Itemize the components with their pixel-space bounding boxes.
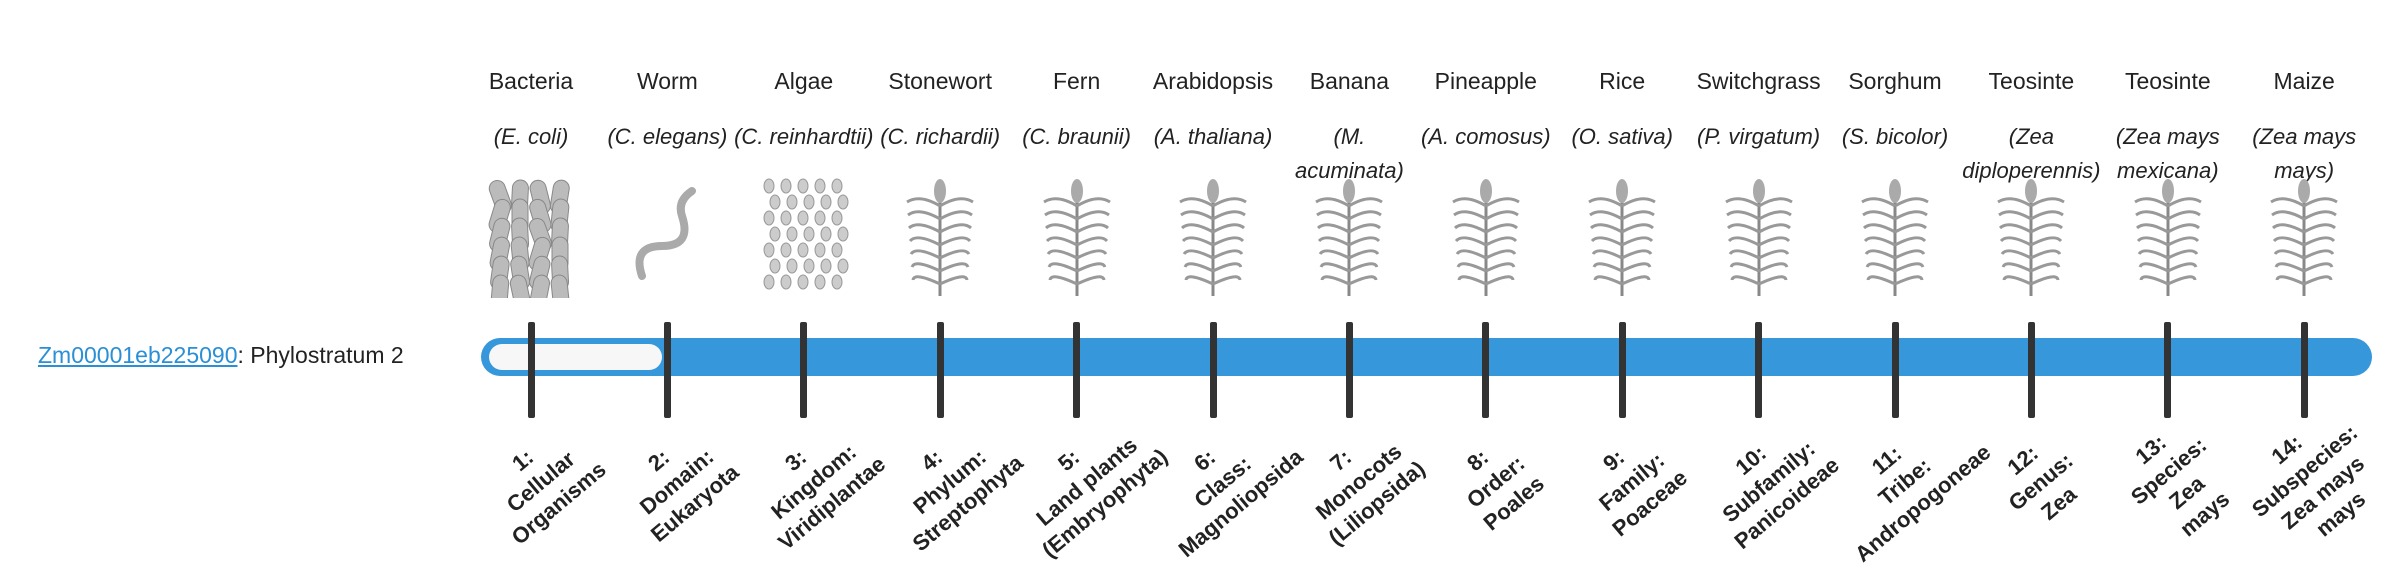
organism-illustration — [488, 179, 570, 298]
organism-species: (M. acuminata) — [1294, 124, 1404, 183]
organism-illustration — [2134, 179, 2202, 296]
organism-species: (O. sativa) — [1571, 124, 1673, 149]
stratum-label: 12: Genus: Zea — [1985, 425, 2097, 538]
organism-name: Stonewort — [888, 68, 992, 94]
organism-species: (A. thaliana) — [1153, 124, 1273, 149]
organism-illustration — [763, 178, 849, 290]
organism-illustration — [1588, 179, 1656, 296]
stratum-tick — [800, 322, 808, 418]
stratum-tick — [1891, 322, 1899, 418]
stratum-label: 5: Land plants (Embryophyta) — [1000, 400, 1173, 564]
stratum-tick — [2300, 322, 2308, 418]
organism-species: (C. elegans) — [607, 124, 728, 149]
organism-name: Bacteria — [488, 68, 574, 94]
stratum-tick — [936, 322, 944, 418]
phylostratum-text: : Phylostratum 2 — [237, 342, 404, 368]
stratum-tick — [1073, 322, 1081, 418]
stratum-label: 7: Monocots (Liliopsida) — [1287, 412, 1431, 552]
stratum-tick — [1618, 322, 1626, 418]
organism-name: Teosinte — [2124, 68, 2211, 94]
gene-label: Zm00001eb225090: Phylostratum 2 — [38, 342, 404, 369]
organism-name: Switchgrass — [1696, 68, 1821, 94]
organism-name: Fern — [1052, 68, 1101, 94]
organism-name: Pineapple — [1434, 68, 1537, 94]
organism-species: (E. coli) — [493, 124, 569, 149]
organism-illustration — [906, 179, 974, 296]
stratum-label: 8: Order: Poales — [1442, 427, 1550, 537]
organism-name: Rice — [1599, 68, 1646, 94]
stratum-tick — [1482, 322, 1490, 418]
organism-illustration — [635, 187, 697, 280]
stratum-label: 1: Cellular Organisms — [470, 413, 612, 551]
organism-name: Algae — [774, 68, 834, 94]
stratum-tick — [1209, 322, 1217, 418]
organism-species: (C. braunii) — [1022, 124, 1131, 149]
organism-name: Banana — [1309, 68, 1390, 94]
stratum-label: 11: Tribe: Andropogoneae — [1813, 396, 1996, 569]
stratum-label: 13: Species: Zea mays — [2107, 410, 2248, 554]
organism-illustration — [1724, 179, 1793, 296]
organism-illustration — [1042, 179, 1111, 296]
stratum-tick — [2164, 322, 2172, 418]
bar-empty-segment — [489, 344, 662, 370]
stratum-label: 2: Domain: Eukaryota — [610, 416, 745, 549]
organism-species: (Zea mays mays) — [2252, 124, 2357, 183]
organism-species: (A. comosus) — [1421, 124, 1551, 149]
stratum-label: 9: Family: Poaceae — [1571, 421, 1693, 543]
organism-species: (C. richardii) — [880, 124, 1001, 149]
organism-name: Teosinte — [1988, 68, 2075, 94]
stratum-tick — [1755, 322, 1763, 418]
stratum-label: 10: Subfamily: Panicoideae — [1692, 409, 1844, 556]
stratum-tick — [1345, 322, 1353, 418]
stratum-tick — [663, 322, 671, 418]
organism-illustration — [1452, 179, 1520, 296]
organism-species: (P. virgatum) — [1697, 124, 1821, 149]
organism-illustration — [1179, 179, 1247, 296]
organism-name: Maize — [2273, 68, 2335, 94]
organism-species: (C. reinhardtii) — [734, 124, 874, 149]
stratum-label: 6: Class: Magnoliopsida — [1137, 400, 1309, 563]
organism-name: Worm — [636, 68, 698, 94]
organism-illustration — [1997, 179, 2066, 296]
organism-species: (S. bicolor) — [1841, 124, 1949, 149]
stratum-label: 14: Subspecies: Zea mays mays — [2229, 397, 2400, 566]
gene-link[interactable]: Zm00001eb225090 — [38, 342, 238, 368]
strata-bar — [481, 338, 2372, 376]
organism-name: Sorghum — [1848, 68, 1942, 94]
organism-illustration — [1861, 179, 1929, 296]
organism-species: (Zea mays mexicana) — [2115, 124, 2220, 183]
stratum-tick — [2027, 322, 2035, 418]
organism-illustration — [1315, 179, 1384, 296]
stratum-label: 3: Kingdom: Viridiplantae — [736, 408, 891, 557]
stratum-tick — [527, 322, 535, 418]
stratum-label: 4: Phylum: Streptophyta — [871, 406, 1029, 558]
organism-species: (Zea diploperennis) — [1962, 124, 2101, 183]
organism-name: Arabidopsis — [1152, 68, 1274, 94]
organism-illustration — [2270, 179, 2338, 296]
